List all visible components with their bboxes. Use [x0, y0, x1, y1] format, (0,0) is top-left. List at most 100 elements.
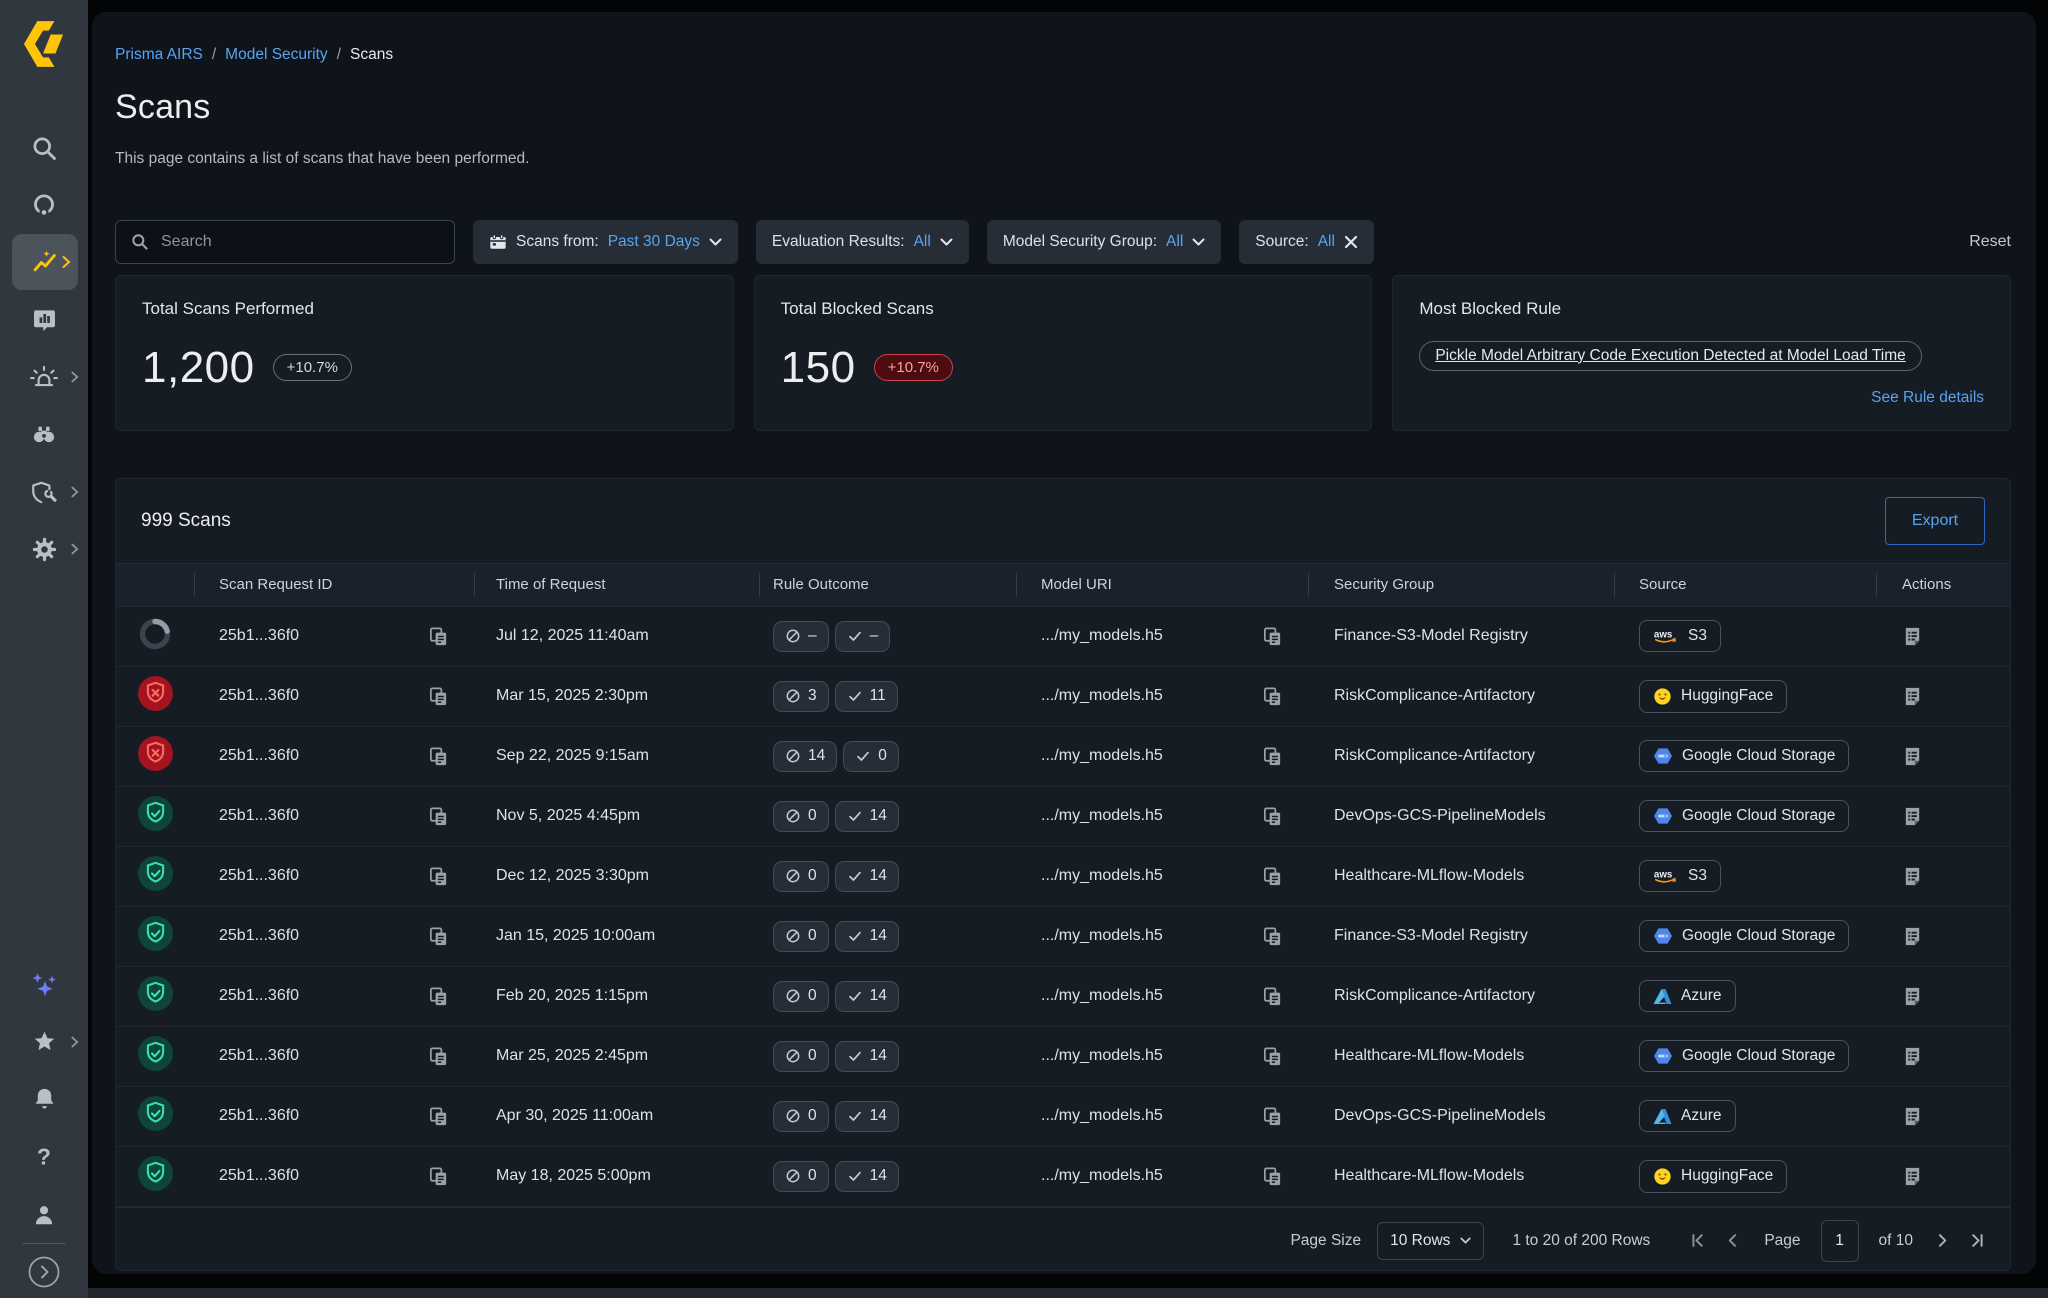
reset-filters-button[interactable]: Reset: [1969, 232, 2011, 250]
previous-page-button[interactable]: [1725, 1233, 1740, 1248]
copy-icon[interactable]: [428, 1166, 449, 1187]
first-page-button[interactable]: [1690, 1233, 1705, 1248]
copy-icon[interactable]: [428, 926, 449, 947]
sidebar-item-ai-assistant[interactable]: [0, 965, 88, 1005]
model-uri: .../my_models.h5: [1041, 747, 1163, 765]
sidebar-item-favorites[interactable]: [0, 1022, 88, 1062]
view-scan-report-icon[interactable]: [1902, 626, 1923, 647]
time-of-request: Sep 22, 2025 9:15am: [496, 747, 650, 765]
copy-icon[interactable]: [1262, 986, 1283, 1007]
view-scan-report-icon[interactable]: [1902, 1106, 1923, 1127]
azure-icon: [1653, 1108, 1672, 1125]
source-badge[interactable]: Google Cloud Storage: [1639, 800, 1850, 833]
page-size-label: Page Size: [1290, 1231, 1362, 1249]
table-row[interactable]: 25b1...36f0 Jan 15, 2025 10:00am 0: [116, 907, 2010, 967]
next-page-button[interactable]: [1935, 1233, 1950, 1248]
filter-scans-from[interactable]: Scans from: Past 30 Days: [473, 219, 738, 264]
search-input[interactable]: [159, 231, 440, 252]
breadcrumb-prisma-airs[interactable]: Prisma AIRS: [115, 46, 203, 63]
passed-outcome-pill: 14: [834, 980, 899, 1012]
column-header: Model URI: [1016, 564, 1308, 606]
close-icon[interactable]: [1344, 235, 1358, 249]
blocked-count: 0: [808, 867, 817, 885]
search-box[interactable]: [115, 219, 455, 264]
table-row[interactable]: 25b1...36f0 May 18, 2025 5:00pm 0: [116, 1147, 2010, 1207]
copy-icon[interactable]: [1262, 866, 1283, 887]
source-badge[interactable]: aws S3: [1639, 620, 1721, 653]
time-of-request: May 18, 2025 5:00pm: [496, 1167, 651, 1185]
source-badge[interactable]: HuggingFace: [1639, 679, 1788, 713]
source-badge[interactable]: Google Cloud Storage: [1639, 920, 1850, 953]
export-button[interactable]: Export: [1885, 496, 1985, 545]
copy-icon[interactable]: [1262, 746, 1283, 767]
svg-text:aws: aws: [1654, 869, 1673, 880]
source-badge[interactable]: Google Cloud Storage: [1639, 1040, 1850, 1073]
copy-icon[interactable]: [1262, 1046, 1283, 1067]
sidebar-item-incidents[interactable]: [0, 357, 88, 397]
source-label: Google Cloud Storage: [1682, 747, 1836, 765]
passed-outcome-pill: 11: [834, 680, 898, 712]
sidebar-item-model-security-active[interactable]: [12, 234, 78, 290]
sidebar-item-notifications[interactable]: [0, 1079, 88, 1119]
most-blocked-rule-pill[interactable]: Pickle Model Arbitrary Code Execution De…: [1419, 340, 1922, 371]
filter-bar: Scans from: Past 30 Days Evaluation Resu…: [115, 219, 2011, 264]
sidebar-item-discover[interactable]: [0, 185, 88, 225]
copy-icon[interactable]: [428, 746, 449, 767]
security-group: RiskComplicance-Artifactory: [1334, 987, 1535, 1005]
filter-source[interactable]: Source: All: [1239, 219, 1374, 264]
copy-icon[interactable]: [428, 626, 449, 647]
sidebar-item-reports[interactable]: [0, 300, 88, 340]
table-row[interactable]: 25b1...36f0 Mar 25, 2025 2:45pm 0: [116, 1027, 2010, 1087]
breadcrumb-model-security[interactable]: Model Security: [225, 46, 328, 63]
copy-icon[interactable]: [428, 1046, 449, 1067]
see-rule-details-link[interactable]: See Rule details: [1871, 388, 1985, 406]
view-scan-report-icon[interactable]: [1902, 986, 1923, 1007]
copy-icon[interactable]: [1262, 1166, 1283, 1187]
view-scan-report-icon[interactable]: [1902, 746, 1923, 767]
copy-icon[interactable]: [1262, 926, 1283, 947]
copy-icon[interactable]: [1262, 806, 1283, 827]
table-row[interactable]: 25b1...36f0 Jul 12, 2025 11:40am –: [116, 607, 2010, 667]
copy-icon[interactable]: [1262, 1106, 1283, 1127]
view-scan-report-icon[interactable]: [1902, 866, 1923, 887]
sidebar-item-settings[interactable]: [0, 529, 88, 569]
passed-count: 14: [869, 987, 887, 1005]
filter-model-security-group[interactable]: Model Security Group: All: [986, 219, 1222, 264]
sidebar-item-help[interactable]: ?: [0, 1137, 88, 1177]
page-size-select[interactable]: 10 Rows: [1377, 1221, 1485, 1260]
source-badge[interactable]: aws S3: [1639, 860, 1721, 893]
view-scan-report-icon[interactable]: [1902, 686, 1923, 707]
sidebar-item-investigate[interactable]: [0, 414, 88, 454]
table-row[interactable]: 25b1...36f0 Mar 15, 2025 2:30pm 3: [116, 667, 2010, 727]
source-badge[interactable]: HuggingFace: [1639, 1159, 1788, 1193]
view-scan-report-icon[interactable]: [1902, 806, 1923, 827]
sidebar-expand-button[interactable]: [0, 1252, 88, 1292]
sidebar-item-shield-tools[interactable]: [0, 472, 88, 512]
table-row[interactable]: 25b1...36f0 Sep 22, 2025 9:15am 14: [116, 727, 2010, 787]
sidebar-item-user[interactable]: [0, 1195, 88, 1235]
table-row[interactable]: 25b1...36f0 Apr 30, 2025 11:00am 0: [116, 1087, 2010, 1147]
source-badge[interactable]: Azure: [1639, 980, 1736, 1013]
table-row[interactable]: 25b1...36f0 Feb 20, 2025 1:15pm 0: [116, 967, 2010, 1027]
bell-icon: [35, 1088, 53, 1109]
copy-icon[interactable]: [1262, 686, 1283, 707]
copy-icon[interactable]: [428, 1106, 449, 1127]
table-row[interactable]: 25b1...36f0 Nov 5, 2025 4:45pm 0: [116, 787, 2010, 847]
copy-icon[interactable]: [428, 686, 449, 707]
source-badge[interactable]: Azure: [1639, 1100, 1736, 1133]
copy-icon[interactable]: [428, 866, 449, 887]
table-row[interactable]: 25b1...36f0 Dec 12, 2025 3:30pm 0: [116, 847, 2010, 907]
page-number-input[interactable]: [1820, 1219, 1859, 1262]
breadcrumb-current: Scans: [350, 46, 394, 63]
filter-evaluation-results[interactable]: Evaluation Results: All: [755, 219, 969, 264]
last-page-button[interactable]: [1970, 1233, 1985, 1248]
view-scan-report-icon[interactable]: [1902, 1046, 1923, 1067]
expand-circle-icon: [28, 1256, 60, 1288]
source-badge[interactable]: Google Cloud Storage: [1639, 740, 1850, 773]
copy-icon[interactable]: [1262, 626, 1283, 647]
view-scan-report-icon[interactable]: [1902, 926, 1923, 947]
view-scan-report-icon[interactable]: [1902, 1166, 1923, 1187]
sidebar-item-search[interactable]: [0, 128, 88, 168]
copy-icon[interactable]: [428, 806, 449, 827]
copy-icon[interactable]: [428, 986, 449, 1007]
